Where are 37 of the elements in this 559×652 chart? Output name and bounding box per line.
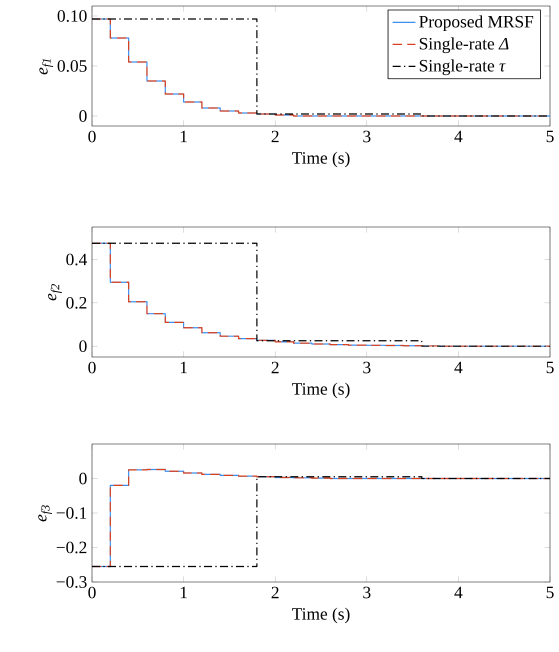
y-axis-title: e$_{f2}$ xyxy=(48,284,62,300)
legend-label: Single-rate Δ xyxy=(420,37,509,54)
x-tick-label: 3 xyxy=(363,130,371,142)
x-tick-label: 4 xyxy=(454,130,463,142)
y-tick-label: 0.10 xyxy=(58,10,87,22)
x-tick-label: 4 xyxy=(454,362,463,374)
y-tick-label: −0.1 xyxy=(56,507,86,519)
x-tick-label: 3 xyxy=(363,586,371,598)
x-tick-label: 3 xyxy=(363,362,371,374)
y-axis-title: e$_{f1}$ xyxy=(39,59,54,74)
x-tick-label: 5 xyxy=(546,130,554,142)
y-tick-label: 0 xyxy=(79,472,87,484)
x-tick-label: 4 xyxy=(454,586,463,598)
x-tick-label: 0 xyxy=(88,586,96,598)
y-tick-label: 0.4 xyxy=(66,254,88,266)
x-tick-label: 2 xyxy=(272,362,279,374)
x-tick-label: 2 xyxy=(272,586,279,598)
y-tick-label: 0.05 xyxy=(58,60,87,72)
y-tick-label: 0 xyxy=(79,110,87,122)
x-tick-label: 5 xyxy=(546,586,554,598)
x-tick-label: 1 xyxy=(180,130,188,142)
legend-label: Single-rate τ xyxy=(420,59,506,76)
legend-label: Proposed MRSF xyxy=(419,15,534,32)
x-tick-label: 5 xyxy=(546,362,554,374)
x-tick-label: 1 xyxy=(180,586,188,598)
y-tick-label: 0 xyxy=(79,340,87,352)
x-tick-label: 0 xyxy=(88,362,96,374)
x-tick-label: 1 xyxy=(180,362,188,374)
x-axis-title: Time (s) xyxy=(292,608,350,624)
y-tick-label: −0.2 xyxy=(56,542,86,554)
x-tick-label: 2 xyxy=(272,130,279,142)
x-axis-title: Time (s) xyxy=(292,382,350,398)
y-axis-title: e$_{f3}$ xyxy=(38,505,52,522)
x-axis-title: Time (s) xyxy=(292,152,350,168)
y-tick-label: −0.3 xyxy=(56,576,87,588)
y-tick-label: 0.2 xyxy=(66,296,86,309)
x-tick-label: 0 xyxy=(88,130,96,142)
